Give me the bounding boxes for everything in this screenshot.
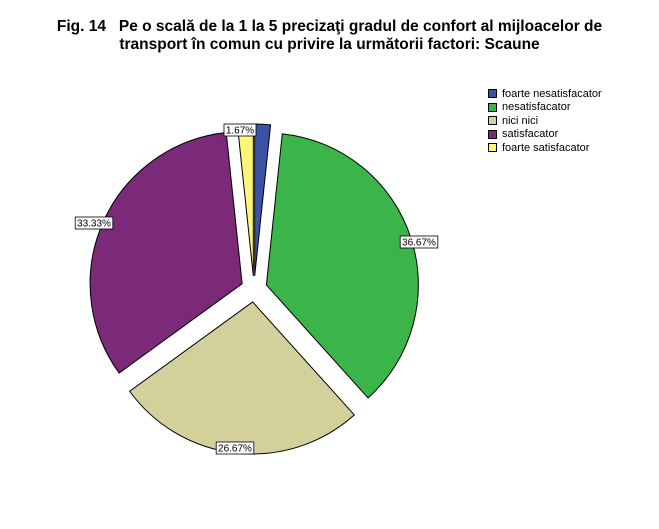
- chart-title-line-2: transport în comun cu privire la următor…: [119, 36, 540, 53]
- data-label-text: 36.67%: [402, 238, 436, 249]
- data-label-text: 26.67%: [218, 444, 252, 455]
- legend-swatch: [488, 129, 497, 139]
- data-label-text: 1.67%: [226, 126, 254, 137]
- legend-item: nici nici: [488, 114, 602, 128]
- legend-item: foarte satisfacator: [488, 141, 602, 155]
- legend-item: satisfacator: [488, 128, 602, 142]
- chart-title-line-1: Fig. 14 Pe o scală de la 1 la 5 precizaţ…: [56, 18, 603, 35]
- legend-swatch: [488, 116, 497, 126]
- data-label-satisfacator: 33.33%: [74, 216, 114, 230]
- legend-item: nesatisfacator: [488, 101, 602, 115]
- pie-slice-foarte-satisfacator: [236, 123, 254, 277]
- data-label-nesatisfacator: 36.67%: [399, 235, 439, 249]
- data-label-nici-nici: 26.67%: [215, 441, 255, 455]
- legend-label: nici nici: [502, 114, 539, 127]
- chart-legend: foarte nesatisfacator nesatisfacator nic…: [488, 87, 602, 155]
- legend-swatch: [488, 143, 497, 153]
- pie-slice-foarte-nesatisfacator: [254, 123, 272, 277]
- legend-label: foarte nesatisfacator: [502, 87, 602, 100]
- legend-item: foarte nesatisfacator: [488, 87, 602, 101]
- chart-title: Fig. 14 Pe o scală de la 1 la 5 precizaţ…: [0, 18, 659, 54]
- legend-swatch: [488, 102, 497, 112]
- legend-label: satisfacator: [502, 128, 559, 141]
- legend-swatch: [488, 89, 497, 99]
- data-label-text: 33.33%: [77, 219, 111, 230]
- legend-label: foarte satisfacator: [502, 141, 590, 154]
- data-label-foarte-satisfacator: 1.67%: [223, 123, 257, 137]
- legend-label: nesatisfacator: [502, 101, 571, 114]
